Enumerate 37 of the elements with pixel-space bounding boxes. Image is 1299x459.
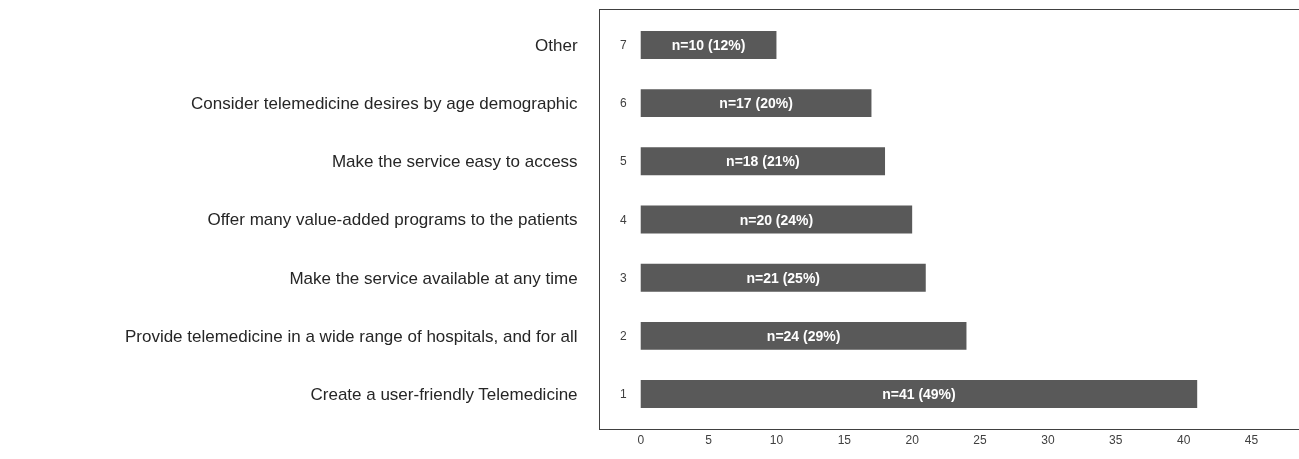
- x-tick-label: 20: [905, 433, 920, 448]
- bar: [640, 321, 967, 350]
- x-tick-label: 40: [1176, 433, 1191, 448]
- y-tick-label: Consider telemedicine desires by age demographic: [191, 94, 579, 114]
- annotation: 7: [620, 38, 627, 52]
- x-tick-label: 15: [837, 433, 852, 448]
- x-tick-label: 0: [637, 433, 645, 448]
- annotation: 3: [620, 271, 627, 285]
- x-tick-label: 30: [1041, 433, 1055, 448]
- data-label: n=17 (20%): [719, 95, 793, 112]
- data-label: n=24 (29%): [766, 327, 841, 344]
- data-label: n=18 (21%): [726, 153, 800, 170]
- bar: [640, 147, 886, 176]
- bar: [640, 263, 926, 292]
- data-label: n=20 (24%): [739, 211, 814, 228]
- y-tick-label: Create a user-friendly Telemedicine: [310, 385, 578, 405]
- bar: [640, 89, 872, 118]
- y-tick-label: Offer many value-added programs to the patients: [207, 210, 578, 230]
- x-tick-label: 5: [705, 433, 713, 448]
- y-tick-label: Other: [535, 35, 578, 55]
- x-tick-label: 25: [973, 433, 988, 448]
- x-tick-label: 10: [769, 433, 784, 448]
- y-tick-label: Make the service easy to access: [331, 152, 578, 172]
- y-tick-label: Make the service available at any time: [289, 268, 578, 288]
- bar: [640, 205, 913, 234]
- annotation: 2: [620, 329, 627, 343]
- data-label: n=10 (12%): [671, 36, 746, 53]
- bar: [640, 380, 1198, 409]
- annotation: 4: [620, 213, 627, 227]
- annotation: 1: [620, 387, 627, 401]
- annotation: 5: [620, 154, 627, 168]
- x-tick-label: 35: [1109, 433, 1123, 448]
- y-tick-label: Provide telemedicine in a wide range of hospitals, and for all: [124, 326, 578, 346]
- annotation: 6: [620, 96, 627, 110]
- x-tick-label: 45: [1244, 433, 1259, 448]
- data-label: n=21 (25%): [746, 269, 821, 286]
- data-label: n=41 (49%): [882, 386, 956, 403]
